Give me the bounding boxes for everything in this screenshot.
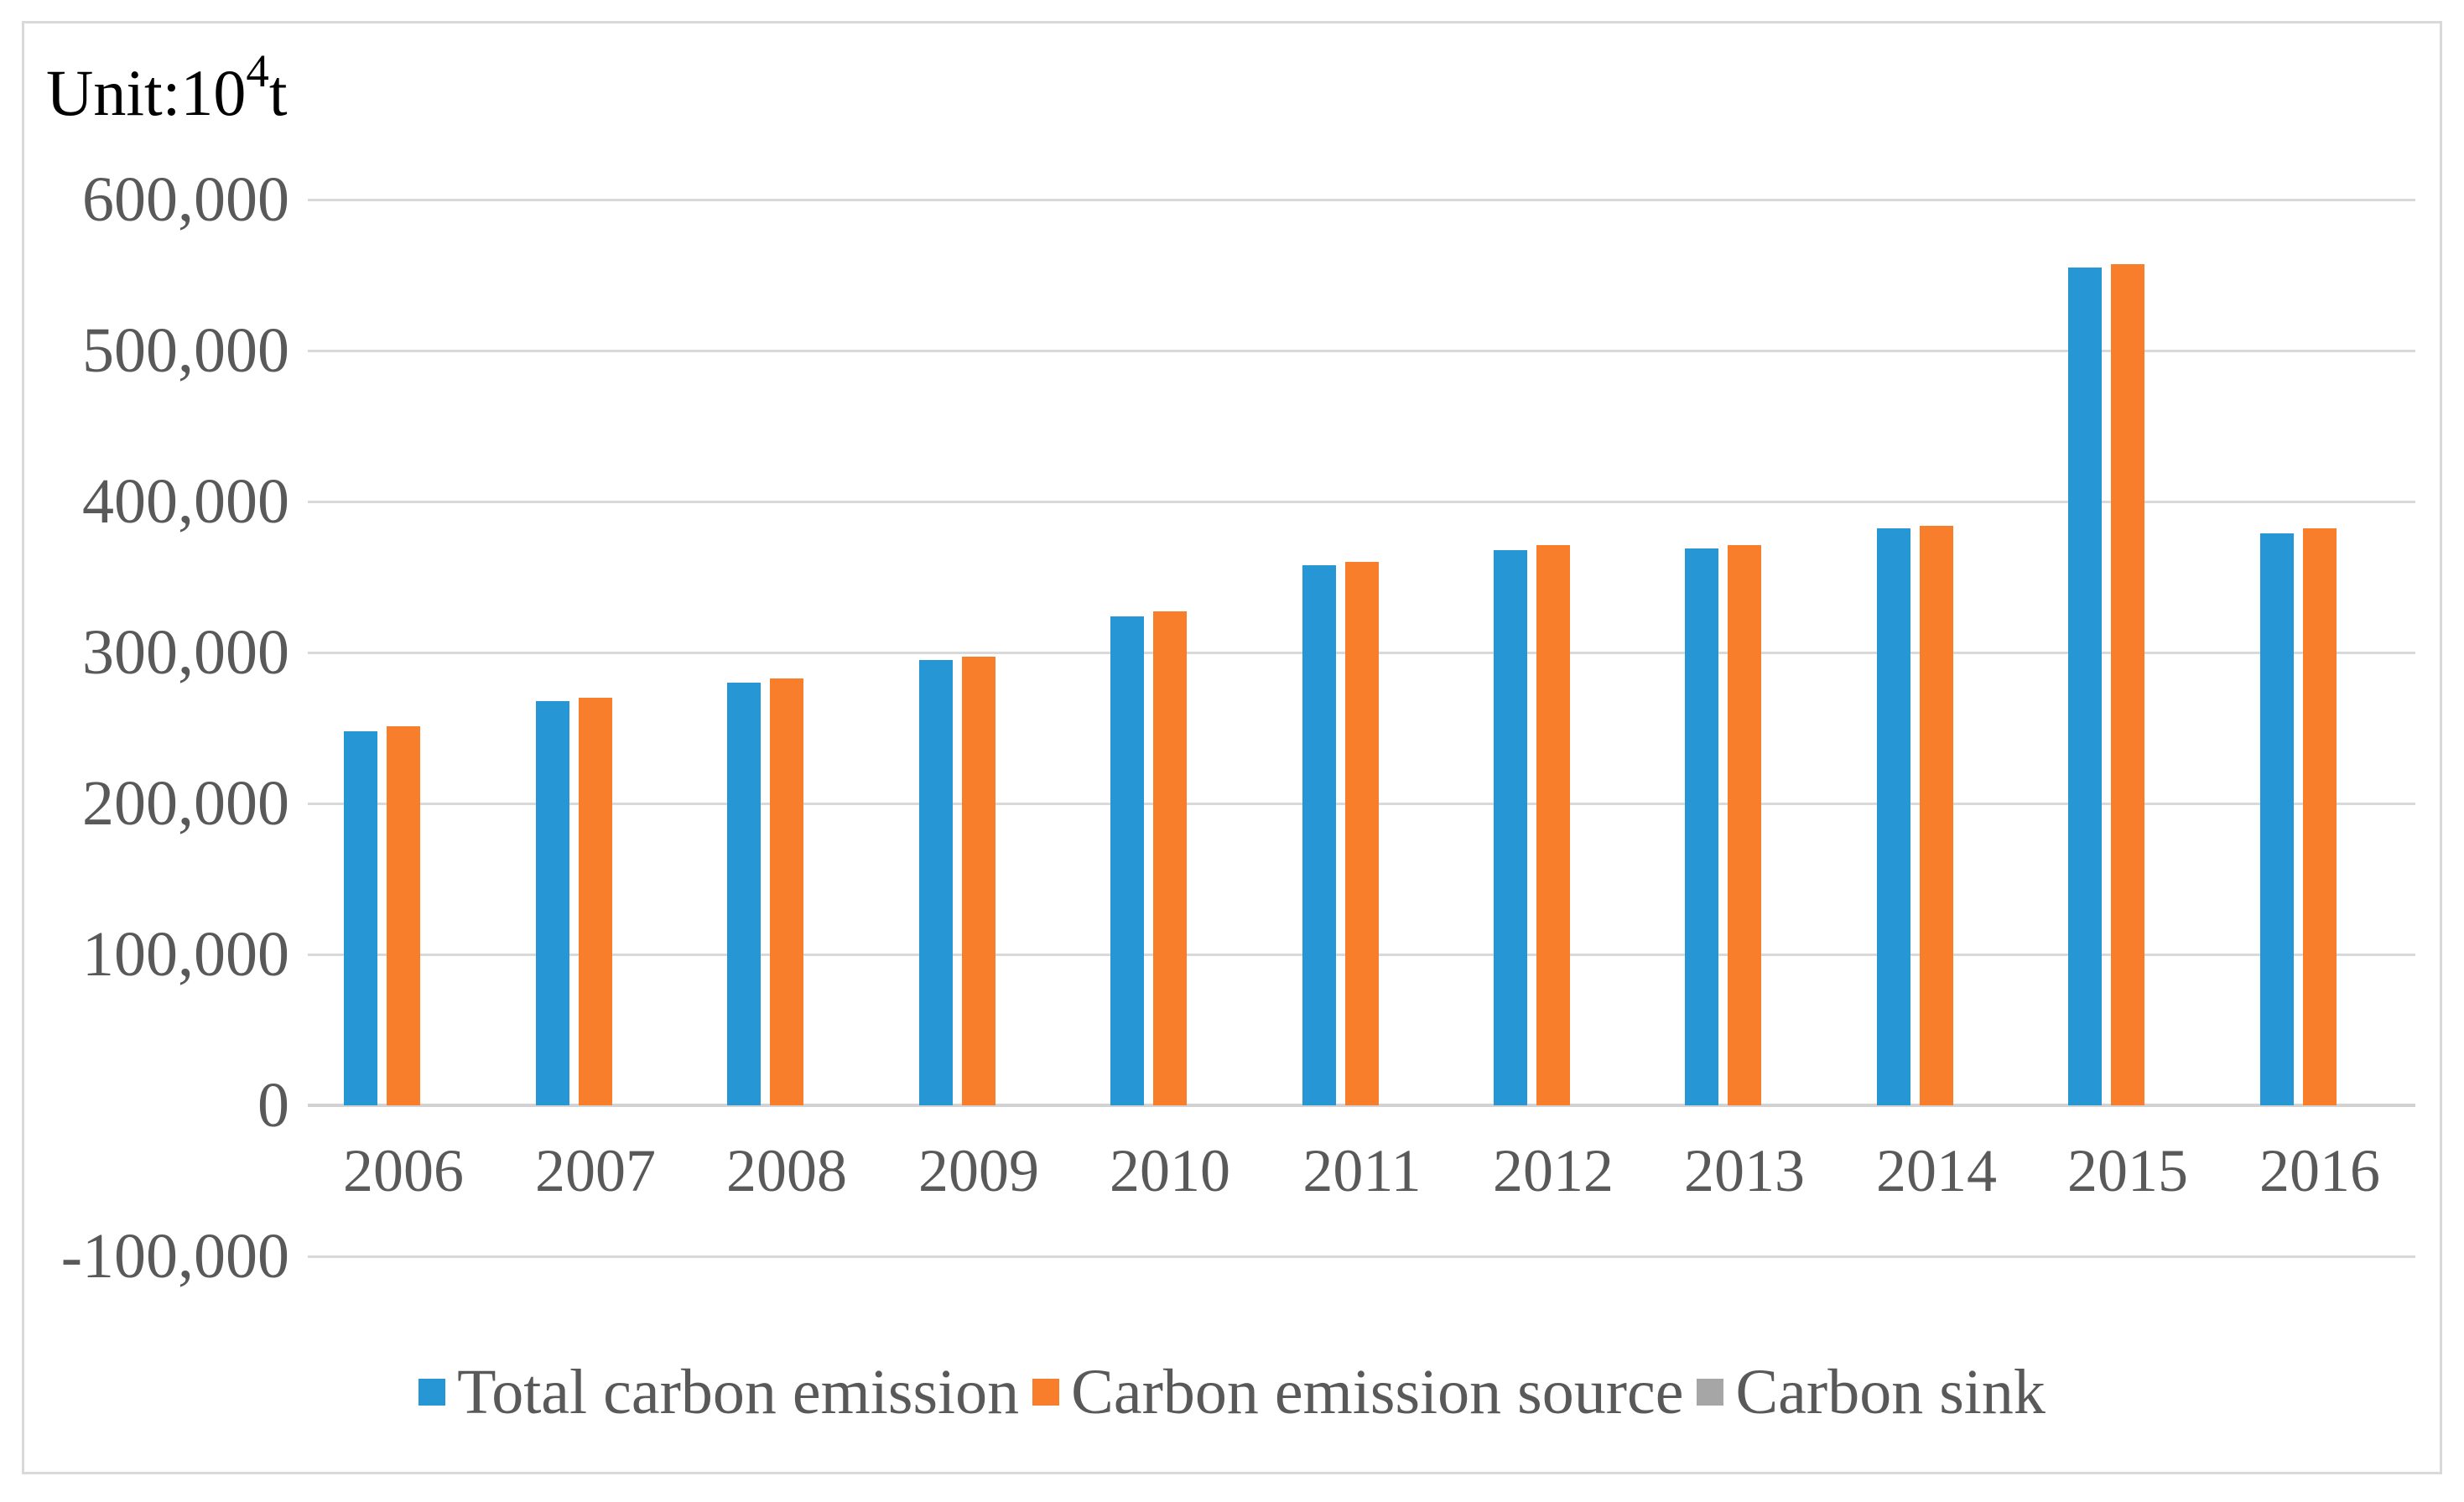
y-axis-label: 400,000 xyxy=(82,466,289,537)
x-axis-label-2015: 2015 xyxy=(2067,1137,2188,1204)
y-axis-label: 500,000 xyxy=(82,315,289,386)
legend-swatch-carbon-emission-source xyxy=(1032,1379,1060,1406)
bar-carbon-emission-source-2006[interactable] xyxy=(387,726,420,1105)
legend-item-carbon-emission-source[interactable]: Carbon emission source xyxy=(1032,1354,1683,1431)
bar-total-carbon-emission-2011[interactable] xyxy=(1302,565,1336,1105)
bar-carbon-emission-source-2012[interactable] xyxy=(1536,545,1570,1105)
legend-label: Total carbon emission xyxy=(457,1357,1020,1427)
bar-total-carbon-emission-2013[interactable] xyxy=(1685,548,1718,1105)
unit-exponent: 4 xyxy=(246,45,269,96)
gridline xyxy=(308,1255,2415,1258)
y-axis-label: 600,000 xyxy=(82,164,289,235)
x-axis-label-2013: 2013 xyxy=(1684,1137,1805,1204)
x-axis-label-2010: 2010 xyxy=(1110,1137,1230,1204)
legend: Total carbon emission Carbon emission sou… xyxy=(0,1354,2464,1431)
bar-total-carbon-emission-2012[interactable] xyxy=(1494,550,1527,1105)
bar-carbon-emission-source-2014[interactable] xyxy=(1920,526,1953,1105)
x-axis-label-2012: 2012 xyxy=(1493,1137,1614,1204)
unit-prefix: Unit:10 xyxy=(46,56,247,129)
x-axis-label-2009: 2009 xyxy=(918,1137,1039,1204)
legend-label: Carbon emission source xyxy=(1071,1357,1684,1427)
bar-total-carbon-emission-2014[interactable] xyxy=(1877,528,1910,1105)
bar-carbon-emission-source-2009[interactable] xyxy=(962,657,995,1105)
y-axis-label: -100,000 xyxy=(60,1221,289,1292)
x-axis-label-2016: 2016 xyxy=(2259,1137,2380,1204)
x-axis-label-2006: 2006 xyxy=(343,1137,464,1204)
legend-swatch-carbon-sink xyxy=(1697,1379,1724,1406)
x-axis-label-2007: 2007 xyxy=(535,1137,656,1204)
legend-item-total-carbon-emission[interactable]: Total carbon emission xyxy=(418,1354,1019,1431)
legend-swatch-total-carbon-emission xyxy=(418,1379,446,1406)
y-axis-label: 300,000 xyxy=(82,617,289,688)
legend-item-carbon-sink[interactable]: Carbon sink xyxy=(1697,1354,2046,1431)
legend-label: Carbon sink xyxy=(1735,1357,2046,1427)
bar-total-carbon-emission-2006[interactable] xyxy=(344,731,377,1105)
gridline xyxy=(308,501,2415,503)
bar-carbon-emission-source-2015[interactable] xyxy=(2111,264,2144,1105)
bar-total-carbon-emission-2016[interactable] xyxy=(2260,533,2294,1105)
unit-suffix: t xyxy=(268,56,288,129)
x-axis-label-2008: 2008 xyxy=(726,1137,847,1204)
y-axis-label: 200,000 xyxy=(82,768,289,839)
unit-axis-label: Unit:104t xyxy=(46,48,288,126)
gridline xyxy=(308,199,2415,201)
chart-frame xyxy=(22,21,2442,1474)
x-axis-line xyxy=(308,1104,2415,1107)
bar-carbon-emission-source-2010[interactable] xyxy=(1153,611,1187,1105)
bar-carbon-emission-source-2016[interactable] xyxy=(2303,528,2337,1105)
y-axis-label: 100,000 xyxy=(82,919,289,990)
bar-carbon-emission-source-2008[interactable] xyxy=(770,678,803,1105)
x-axis-label-2011: 2011 xyxy=(1302,1137,1422,1204)
bar-total-carbon-emission-2007[interactable] xyxy=(536,701,569,1105)
x-axis-label-2014: 2014 xyxy=(1876,1137,1997,1204)
bar-total-carbon-emission-2008[interactable] xyxy=(727,683,761,1105)
bar-total-carbon-emission-2015[interactable] xyxy=(2068,268,2102,1105)
bar-total-carbon-emission-2009[interactable] xyxy=(919,660,953,1105)
gridline xyxy=(308,350,2415,352)
bar-carbon-emission-source-2007[interactable] xyxy=(579,698,612,1105)
bar-carbon-emission-source-2013[interactable] xyxy=(1728,545,1761,1105)
bar-total-carbon-emission-2010[interactable] xyxy=(1110,616,1144,1105)
bar-carbon-emission-source-2011[interactable] xyxy=(1345,562,1379,1105)
y-axis-label: 0 xyxy=(257,1070,289,1141)
